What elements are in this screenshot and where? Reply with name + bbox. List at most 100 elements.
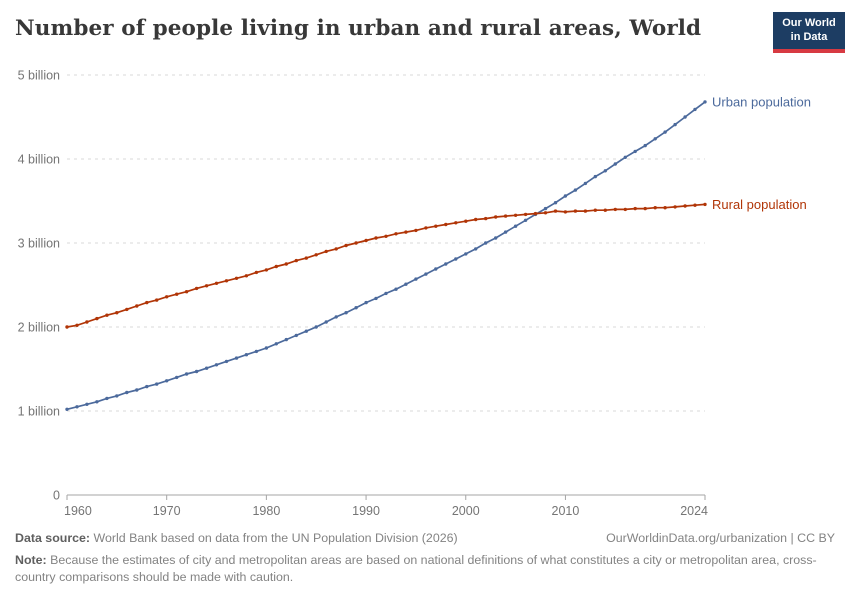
- data-point: [503, 230, 508, 234]
- data-point: [125, 390, 129, 395]
- data-point: [613, 207, 617, 212]
- x-axis-label: 1980: [252, 504, 280, 518]
- data-point: [254, 270, 259, 275]
- data-point: [693, 107, 697, 112]
- data-point: [105, 396, 109, 401]
- data-point: [234, 276, 239, 280]
- data-point: [165, 379, 169, 383]
- series-end-label: Urban population: [712, 94, 811, 109]
- data-point: [673, 122, 677, 127]
- data-point: [364, 300, 368, 305]
- data-point: [155, 298, 159, 302]
- data-point: [494, 236, 498, 240]
- data-point: [643, 143, 647, 148]
- data-point: [244, 274, 249, 278]
- data-point: [533, 211, 538, 216]
- data-point: [663, 130, 667, 134]
- data-point: [374, 236, 378, 240]
- x-axis-label: 1990: [352, 504, 380, 518]
- chart-title: Number of people living in urban and rur…: [15, 16, 702, 41]
- data-point: [175, 292, 179, 296]
- data-point: [75, 405, 79, 409]
- note: Note: Because the estimates of city and …: [15, 552, 835, 586]
- note-label: Note:: [15, 553, 47, 568]
- data-point: [633, 149, 637, 154]
- y-axis-label: 4 billion: [18, 153, 60, 167]
- data-point: [583, 209, 588, 213]
- data-point: [563, 210, 568, 214]
- data-point: [184, 372, 189, 376]
- data-point: [603, 208, 607, 212]
- data-point: [414, 277, 418, 281]
- data-point: [464, 252, 468, 256]
- data-point: [653, 206, 657, 210]
- data-point: [314, 253, 318, 257]
- data-point: [214, 281, 219, 285]
- data-point: [513, 213, 518, 217]
- data-point: [384, 234, 388, 238]
- data-point: [145, 300, 149, 305]
- data-point: [543, 211, 548, 215]
- y-axis-label: 1 billion: [18, 405, 60, 419]
- y-axis-label: 3 billion: [18, 237, 60, 251]
- data-point: [324, 320, 328, 324]
- data-point: [484, 216, 488, 221]
- data-point: [145, 384, 149, 389]
- data-point: [444, 222, 448, 227]
- data-point: [394, 287, 398, 291]
- data-point: [334, 315, 338, 319]
- owid-logo: Our World in Data: [773, 12, 845, 53]
- data-point: [454, 257, 458, 261]
- data-point: [653, 137, 657, 141]
- data-point: [125, 307, 129, 312]
- data-point: [513, 224, 518, 228]
- y-axis-label: 2 billion: [18, 321, 60, 335]
- data-point: [633, 206, 637, 211]
- source-row: Data source: World Bank based on data fr…: [15, 530, 835, 547]
- data-point: [683, 204, 687, 208]
- data-point: [474, 247, 478, 251]
- data-point: [165, 295, 169, 299]
- data-point: [194, 286, 199, 291]
- data-point: [553, 209, 558, 213]
- x-axis-label: 2010: [552, 504, 580, 518]
- y-axis-label: 5 billion: [18, 69, 60, 83]
- series-rural-population: Rural population: [65, 197, 807, 329]
- data-point: [344, 311, 348, 315]
- data-point: [623, 155, 627, 159]
- data-point: [703, 202, 707, 207]
- data-point: [234, 356, 239, 360]
- data-point: [663, 206, 667, 210]
- data-point: [115, 311, 119, 315]
- data-point: [364, 238, 368, 243]
- data-point: [304, 256, 308, 260]
- data-point: [65, 407, 69, 411]
- data-point: [75, 323, 79, 327]
- data-point: [314, 325, 318, 329]
- data-point: [214, 363, 219, 367]
- data-point: [424, 272, 428, 276]
- data-point: [703, 100, 707, 104]
- data-point: [254, 349, 259, 354]
- data-point: [613, 162, 617, 166]
- series-line: [66, 101, 706, 411]
- data-point: [464, 219, 468, 223]
- chart-footer: Data source: World Bank based on data fr…: [15, 530, 835, 586]
- data-point: [304, 329, 308, 333]
- data-point: [204, 284, 209, 288]
- owid-logo-line1: Our World: [782, 17, 836, 29]
- data-point: [264, 346, 269, 350]
- data-point: [374, 296, 378, 301]
- data-point: [274, 342, 278, 346]
- data-point: [673, 205, 677, 209]
- data-point: [354, 241, 358, 245]
- x-axis-label: 1970: [153, 504, 181, 518]
- data-point: [593, 208, 597, 212]
- chart-header: Number of people living in urban and rur…: [0, 0, 850, 60]
- data-point: [85, 402, 89, 406]
- data-point: [344, 243, 348, 248]
- data-point: [603, 169, 607, 173]
- data-point: [65, 325, 69, 329]
- data-point: [404, 282, 408, 286]
